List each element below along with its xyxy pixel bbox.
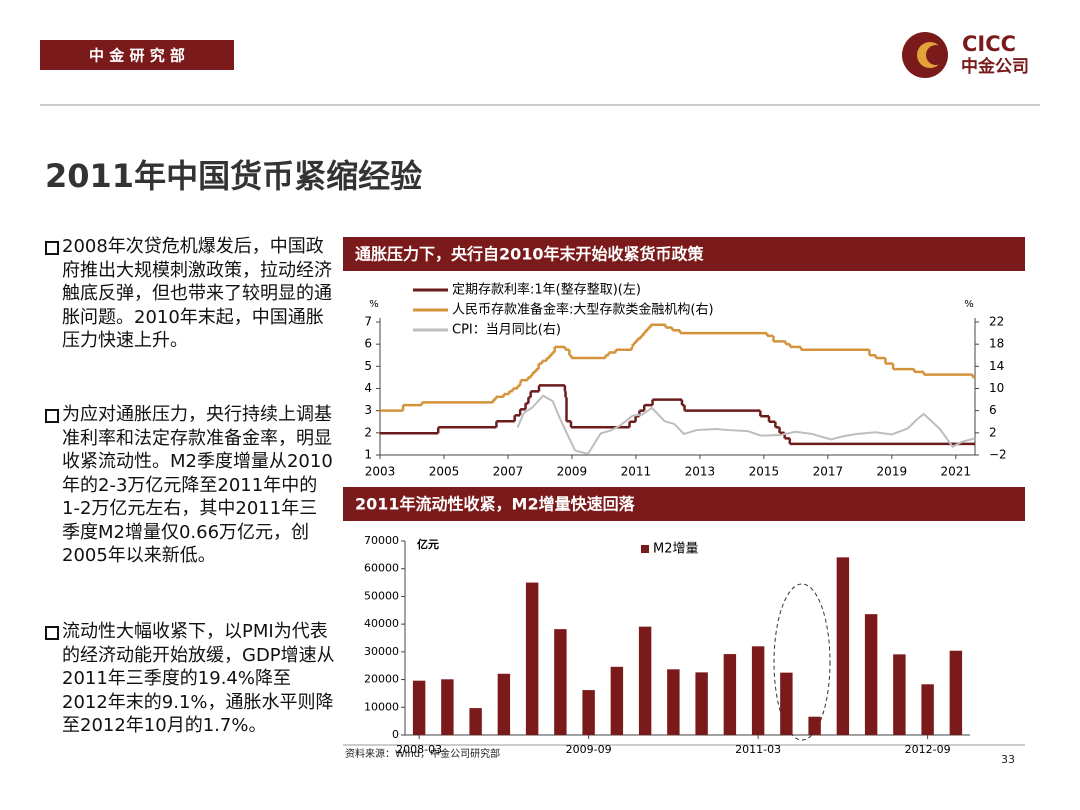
highlight-ellipse [773, 583, 831, 741]
bar [525, 582, 539, 735]
x-tick-label: 2009 [557, 465, 588, 479]
chart-header [343, 487, 1025, 521]
source: 资料来源：Wind，中金公司研究部 [345, 747, 500, 760]
slide-title: 2011年中国货币紧缩经验 [45, 157, 422, 195]
bar [780, 672, 793, 735]
x-tick-label: 2017 [813, 465, 844, 479]
y2-tick-label: 14 [989, 359, 1004, 373]
logo-en: CICC [962, 32, 1016, 56]
bar [469, 708, 482, 735]
bullet-text: 2008年次贷危机爆发后，中国政府推出大规模刺激政策，拉动经济触底反弹，但也带来… [62, 236, 332, 351]
legend-label: 人民币存款准备金率:大型存款类金融机构(右) [452, 302, 714, 318]
y2-axis-label: % [964, 299, 974, 310]
y2-tick-label: −2 [989, 448, 1007, 462]
y-tick-label: 1 [364, 448, 372, 462]
x-tick-label: 2005 [429, 465, 460, 479]
y2-tick-label: 10 [989, 381, 1004, 395]
line-series [516, 394, 976, 456]
chart-header [343, 237, 1025, 271]
x-tick-label: 2008-03 [396, 743, 442, 756]
y-tick-label: 70000 [364, 534, 399, 547]
y2-tick-label: 18 [989, 337, 1004, 351]
x-tick-label: 2003 [365, 465, 396, 479]
bullet-text: 流动性大幅收紧下，以PMI为代表的经济动能开始放缓，GDP增速从2011年三季度… [62, 621, 335, 736]
y-tick-label: 7 [364, 315, 372, 329]
bar [441, 679, 454, 735]
y-tick-label: 6 [364, 337, 372, 351]
y-tick-label: 50000 [364, 589, 399, 602]
y-tick-label: 3 [364, 403, 372, 417]
chart-title: 2011年流动性收紧，M2增量快速回落 [355, 495, 636, 514]
page-number: 33 [1001, 753, 1015, 766]
y-axis-label: % [369, 299, 379, 310]
y-tick-label: 60000 [364, 562, 399, 575]
y-tick-label: 5 [364, 359, 372, 373]
bar [921, 684, 934, 735]
x-tick-label: 2012-09 [905, 743, 951, 756]
chart-title: 通胀压力下，央行自2010年末开始收紧货币政策 [355, 245, 705, 264]
bar [808, 716, 821, 735]
x-tick-label: 2015 [749, 465, 780, 479]
y-tick-label: 30000 [364, 645, 399, 658]
logo-cn: 中金公司 [961, 56, 1029, 77]
legend-label: CPI：当月同比(右) [452, 323, 561, 338]
legend-label: M2增量 [653, 542, 699, 557]
y-tick-label: 10000 [364, 700, 399, 713]
department: 中 金 研 究 部 [89, 47, 185, 65]
y-tick-label: 2 [364, 425, 372, 439]
bullet: 为应对通胀压力，央行持续上调基准利率和法定存款准备金率，明显收紧流动性。M2季度… [45, 403, 335, 568]
bar [723, 654, 737, 735]
y2-tick-label: 6 [989, 403, 997, 417]
bar [638, 626, 652, 735]
x-tick-label: 2011 [621, 465, 652, 479]
x-tick-label: 2011-03 [735, 743, 781, 756]
bar [412, 680, 426, 735]
legend-label: 定期存款利率:1年(整存整取)(左) [452, 282, 641, 298]
x-tick-label: 2021 [941, 465, 972, 479]
bar [836, 557, 850, 735]
bar [582, 690, 595, 735]
legend-swatch [641, 545, 649, 553]
y2-tick-label: 22 [989, 315, 1004, 329]
header-badge [40, 40, 234, 70]
y-tick-label: 0 [392, 728, 399, 741]
bullet: 2008年次贷危机爆发后，中国政府推出大规模刺激政策，拉动经济触底反弹，但也带来… [45, 235, 335, 353]
bar [667, 669, 680, 735]
x-tick-label: 2007 [493, 465, 524, 479]
y-tick-label: 4 [364, 381, 372, 395]
x-tick-label: 2019 [877, 465, 908, 479]
y2-tick-label: 2 [989, 425, 997, 439]
bar [864, 614, 878, 735]
bar [751, 646, 765, 735]
y-tick-label: 20000 [364, 673, 399, 686]
bar [554, 629, 567, 735]
y-tick-label: 40000 [364, 617, 399, 630]
y-axis-label: 亿元 [417, 537, 439, 551]
bar [893, 654, 906, 735]
x-tick-label: 2009-09 [566, 743, 612, 756]
bar [695, 672, 708, 735]
bar [497, 673, 511, 735]
bar [949, 650, 963, 735]
x-tick-label: 2013 [685, 465, 716, 479]
bullet-text: 为应对通胀压力，央行持续上调基准利率和法定存款准备金率，明显收紧流动性。M2季度… [62, 404, 333, 566]
bullet: 流动性大幅收紧下，以PMI为代表的经济动能开始放缓，GDP增速从2011年三季度… [45, 620, 335, 738]
bar [610, 666, 624, 735]
logo-core [926, 45, 946, 65]
